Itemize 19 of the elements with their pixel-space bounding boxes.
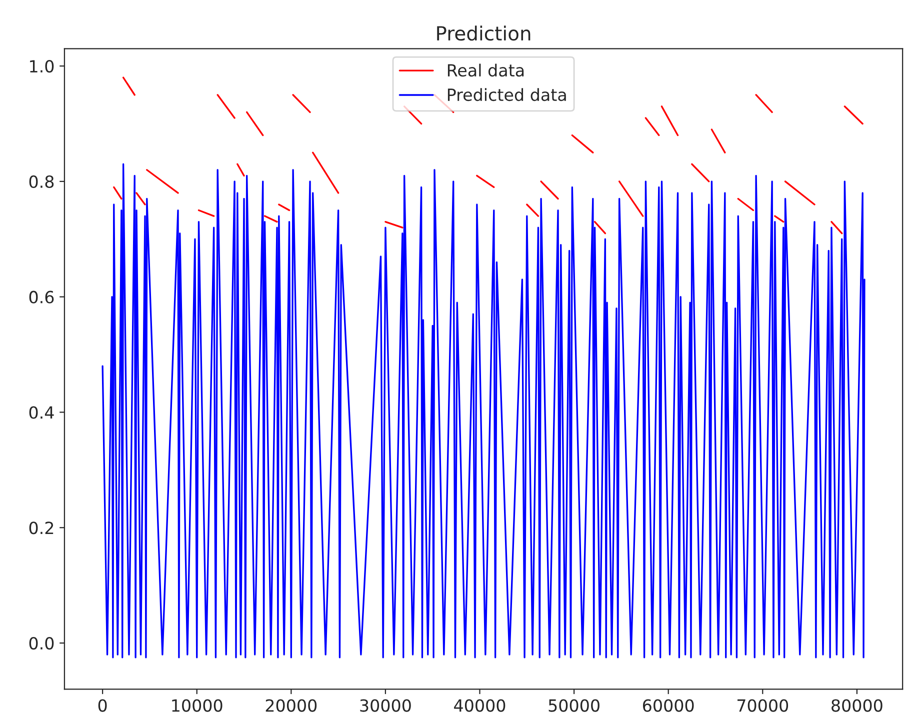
x-tick-label: 50000: [548, 699, 600, 712]
y-tick-label: 0.2: [29, 522, 54, 534]
y-tick-label: 1.0: [30, 60, 54, 73]
x-tick-label: 40000: [454, 699, 506, 712]
x-tick-label: 10000: [172, 699, 222, 712]
chart-title: Prediction: [437, 26, 530, 41]
x-tick-label: 70000: [738, 699, 788, 712]
line-series: [102, 163, 866, 658]
legend-label: Real data: [448, 64, 524, 77]
y-tick-label: 0.8: [29, 175, 54, 188]
y-tick-label: 0.6: [29, 290, 54, 304]
y-tick-label: 0.0: [29, 636, 54, 650]
x-tick-label: 80000: [832, 699, 882, 712]
x-tick-label: 60000: [643, 699, 694, 712]
x-tick-label: 30000: [360, 699, 411, 712]
x-tick-label: 0: [98, 699, 107, 712]
legend-label: Predicted data: [448, 88, 566, 102]
x-tick-label: 20000: [266, 699, 317, 712]
y-tick-label: 0.4: [29, 406, 54, 419]
